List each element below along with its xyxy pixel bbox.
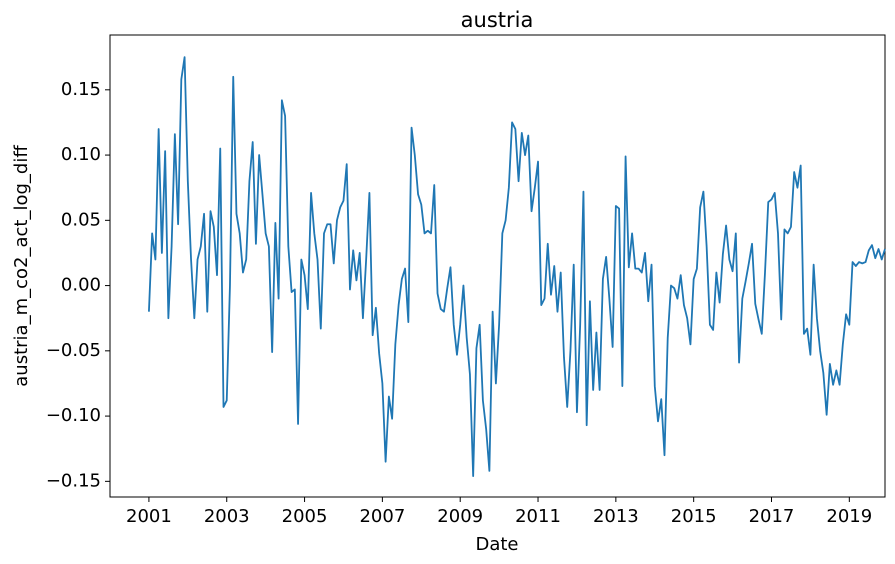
x-tick-label: 2001 — [126, 506, 172, 527]
y-tick-label: 0.15 — [61, 79, 101, 100]
y-tick-label: 0.00 — [61, 275, 101, 296]
y-tick-label: −0.15 — [46, 470, 101, 491]
x-tick-label: 2015 — [671, 506, 717, 527]
chart-title: austria — [461, 8, 534, 32]
x-tick-label: 2017 — [749, 506, 795, 527]
x-tick-label: 2013 — [593, 506, 639, 527]
x-tick-label: 2019 — [826, 506, 872, 527]
y-tick-label: 0.10 — [61, 144, 101, 165]
plot-frame — [109, 34, 886, 498]
y-tick-label: −0.05 — [46, 340, 101, 361]
x-tick-label: 2011 — [515, 506, 561, 527]
x-tick-label: 2005 — [282, 506, 328, 527]
x-tick-label: 2009 — [437, 506, 483, 527]
y-tick-label: −0.10 — [46, 405, 101, 426]
x-tick-label: 2003 — [204, 506, 250, 527]
y-axis-label: austria_m_co2_act_log_diff — [11, 145, 32, 387]
x-tick-label: 2007 — [359, 506, 405, 527]
y-tick-label: 0.05 — [61, 209, 101, 230]
x-axis-label: Date — [475, 534, 518, 555]
series-line — [148, 56, 886, 478]
